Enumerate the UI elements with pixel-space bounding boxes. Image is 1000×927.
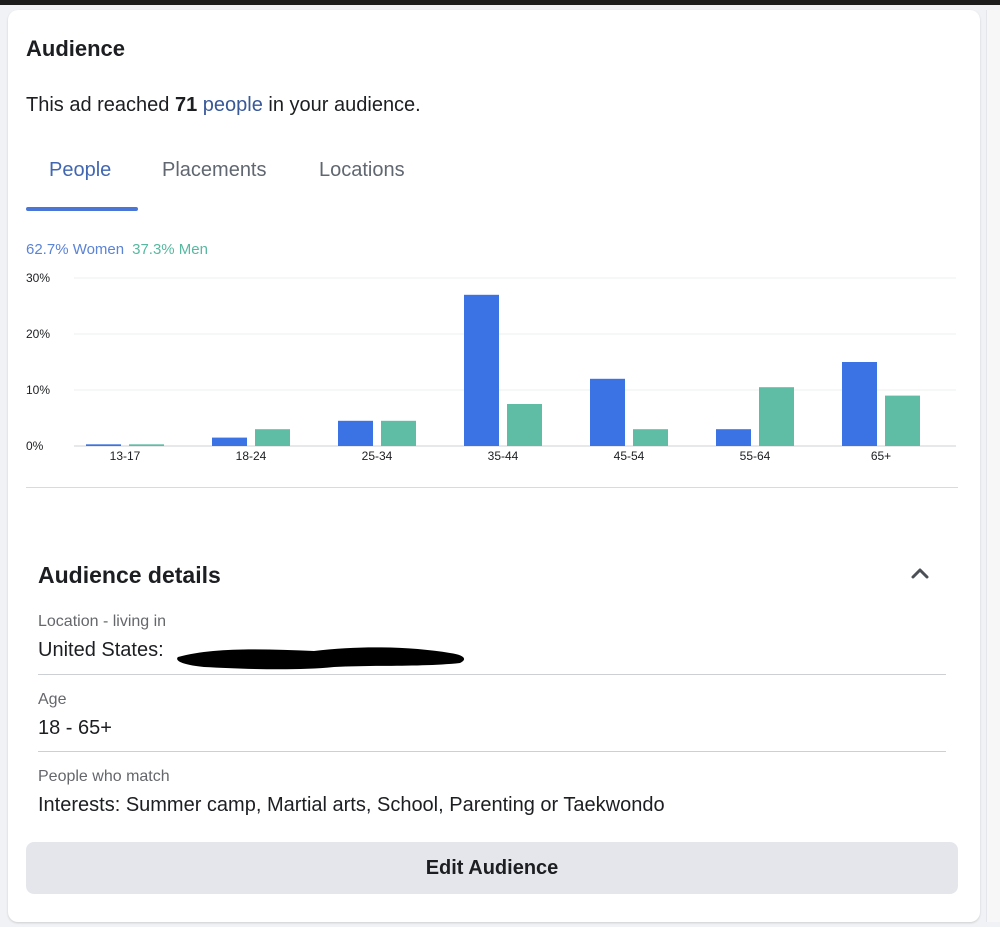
- audience-details-title: Audience details: [38, 562, 221, 588]
- redaction-mark: [177, 647, 465, 670]
- age-value: 18 - 65+: [38, 717, 112, 739]
- section-divider: [26, 487, 958, 488]
- reach-people-link[interactable]: people: [202, 94, 263, 116]
- tab-people[interactable]: People: [49, 159, 112, 181]
- field-divider: [38, 751, 946, 752]
- edit-audience-button[interactable]: Edit Audience: [26, 842, 958, 894]
- bar-men: [507, 404, 542, 446]
- interests-value: Interests: Summer camp, Martial arts, Sc…: [38, 794, 665, 816]
- x-tick-label: 35-44: [488, 449, 519, 463]
- reach-suffix: in your audience.: [262, 94, 421, 116]
- location-value: United States:: [38, 639, 164, 661]
- y-tick-label: 10%: [26, 383, 50, 397]
- bar-women: [590, 378, 625, 446]
- chevron-up-icon[interactable]: [908, 562, 932, 586]
- x-tick-label: 18-24: [236, 449, 267, 463]
- bar-men: [381, 420, 416, 446]
- x-tick-label: 65+: [871, 449, 891, 463]
- bar-women: [464, 294, 499, 446]
- interests-label: People who match: [38, 768, 170, 785]
- age-gender-bar-chart: 0% 10% 20% 30% 13-17 18-24 25-34 35-44 45-54 55-6…: [26, 271, 956, 463]
- reach-summary: This ad reached 71 people in your audien…: [26, 94, 421, 117]
- age-label: Age: [38, 691, 67, 708]
- x-tick-label: 55-64: [740, 449, 771, 463]
- location-label: Location - living in: [38, 613, 167, 630]
- bar-men: [255, 429, 290, 446]
- bar-men: [759, 387, 794, 446]
- reach-count: 71: [174, 94, 198, 116]
- bar-women: [338, 420, 373, 446]
- x-tick-label: 25-34: [362, 449, 393, 463]
- page-scrollbar[interactable]: [986, 10, 1000, 922]
- bar-women: [716, 429, 751, 446]
- bar-men: [885, 395, 920, 446]
- audience-card: Audience This ad reached 71 people in yo…: [8, 10, 980, 922]
- gender-split: 62.7% Women 37.3% Men: [26, 241, 208, 258]
- bar-women: [86, 444, 121, 446]
- audience-tabs: People Placements Locations: [26, 155, 966, 211]
- x-tick-label: 45-54: [614, 449, 645, 463]
- tab-locations[interactable]: Locations: [319, 159, 405, 181]
- window-top-bar: [0, 0, 1000, 5]
- bar-women: [842, 362, 877, 446]
- tab-placements[interactable]: Placements: [162, 159, 267, 181]
- bar-women: [212, 437, 247, 446]
- y-tick-label: 20%: [26, 327, 50, 341]
- women-share: 62.7% Women: [26, 241, 125, 258]
- active-tab-indicator: [26, 207, 138, 211]
- reach-prefix: This ad reached: [26, 94, 175, 116]
- bar-men: [129, 444, 164, 446]
- field-divider: [38, 674, 946, 675]
- men-share: 37.3% Men: [132, 241, 208, 258]
- y-tick-label: 0%: [26, 439, 44, 453]
- y-tick-label: 30%: [26, 271, 50, 285]
- audience-title: Audience: [26, 36, 126, 61]
- bar-men: [633, 429, 668, 446]
- x-tick-label: 13-17: [110, 449, 141, 463]
